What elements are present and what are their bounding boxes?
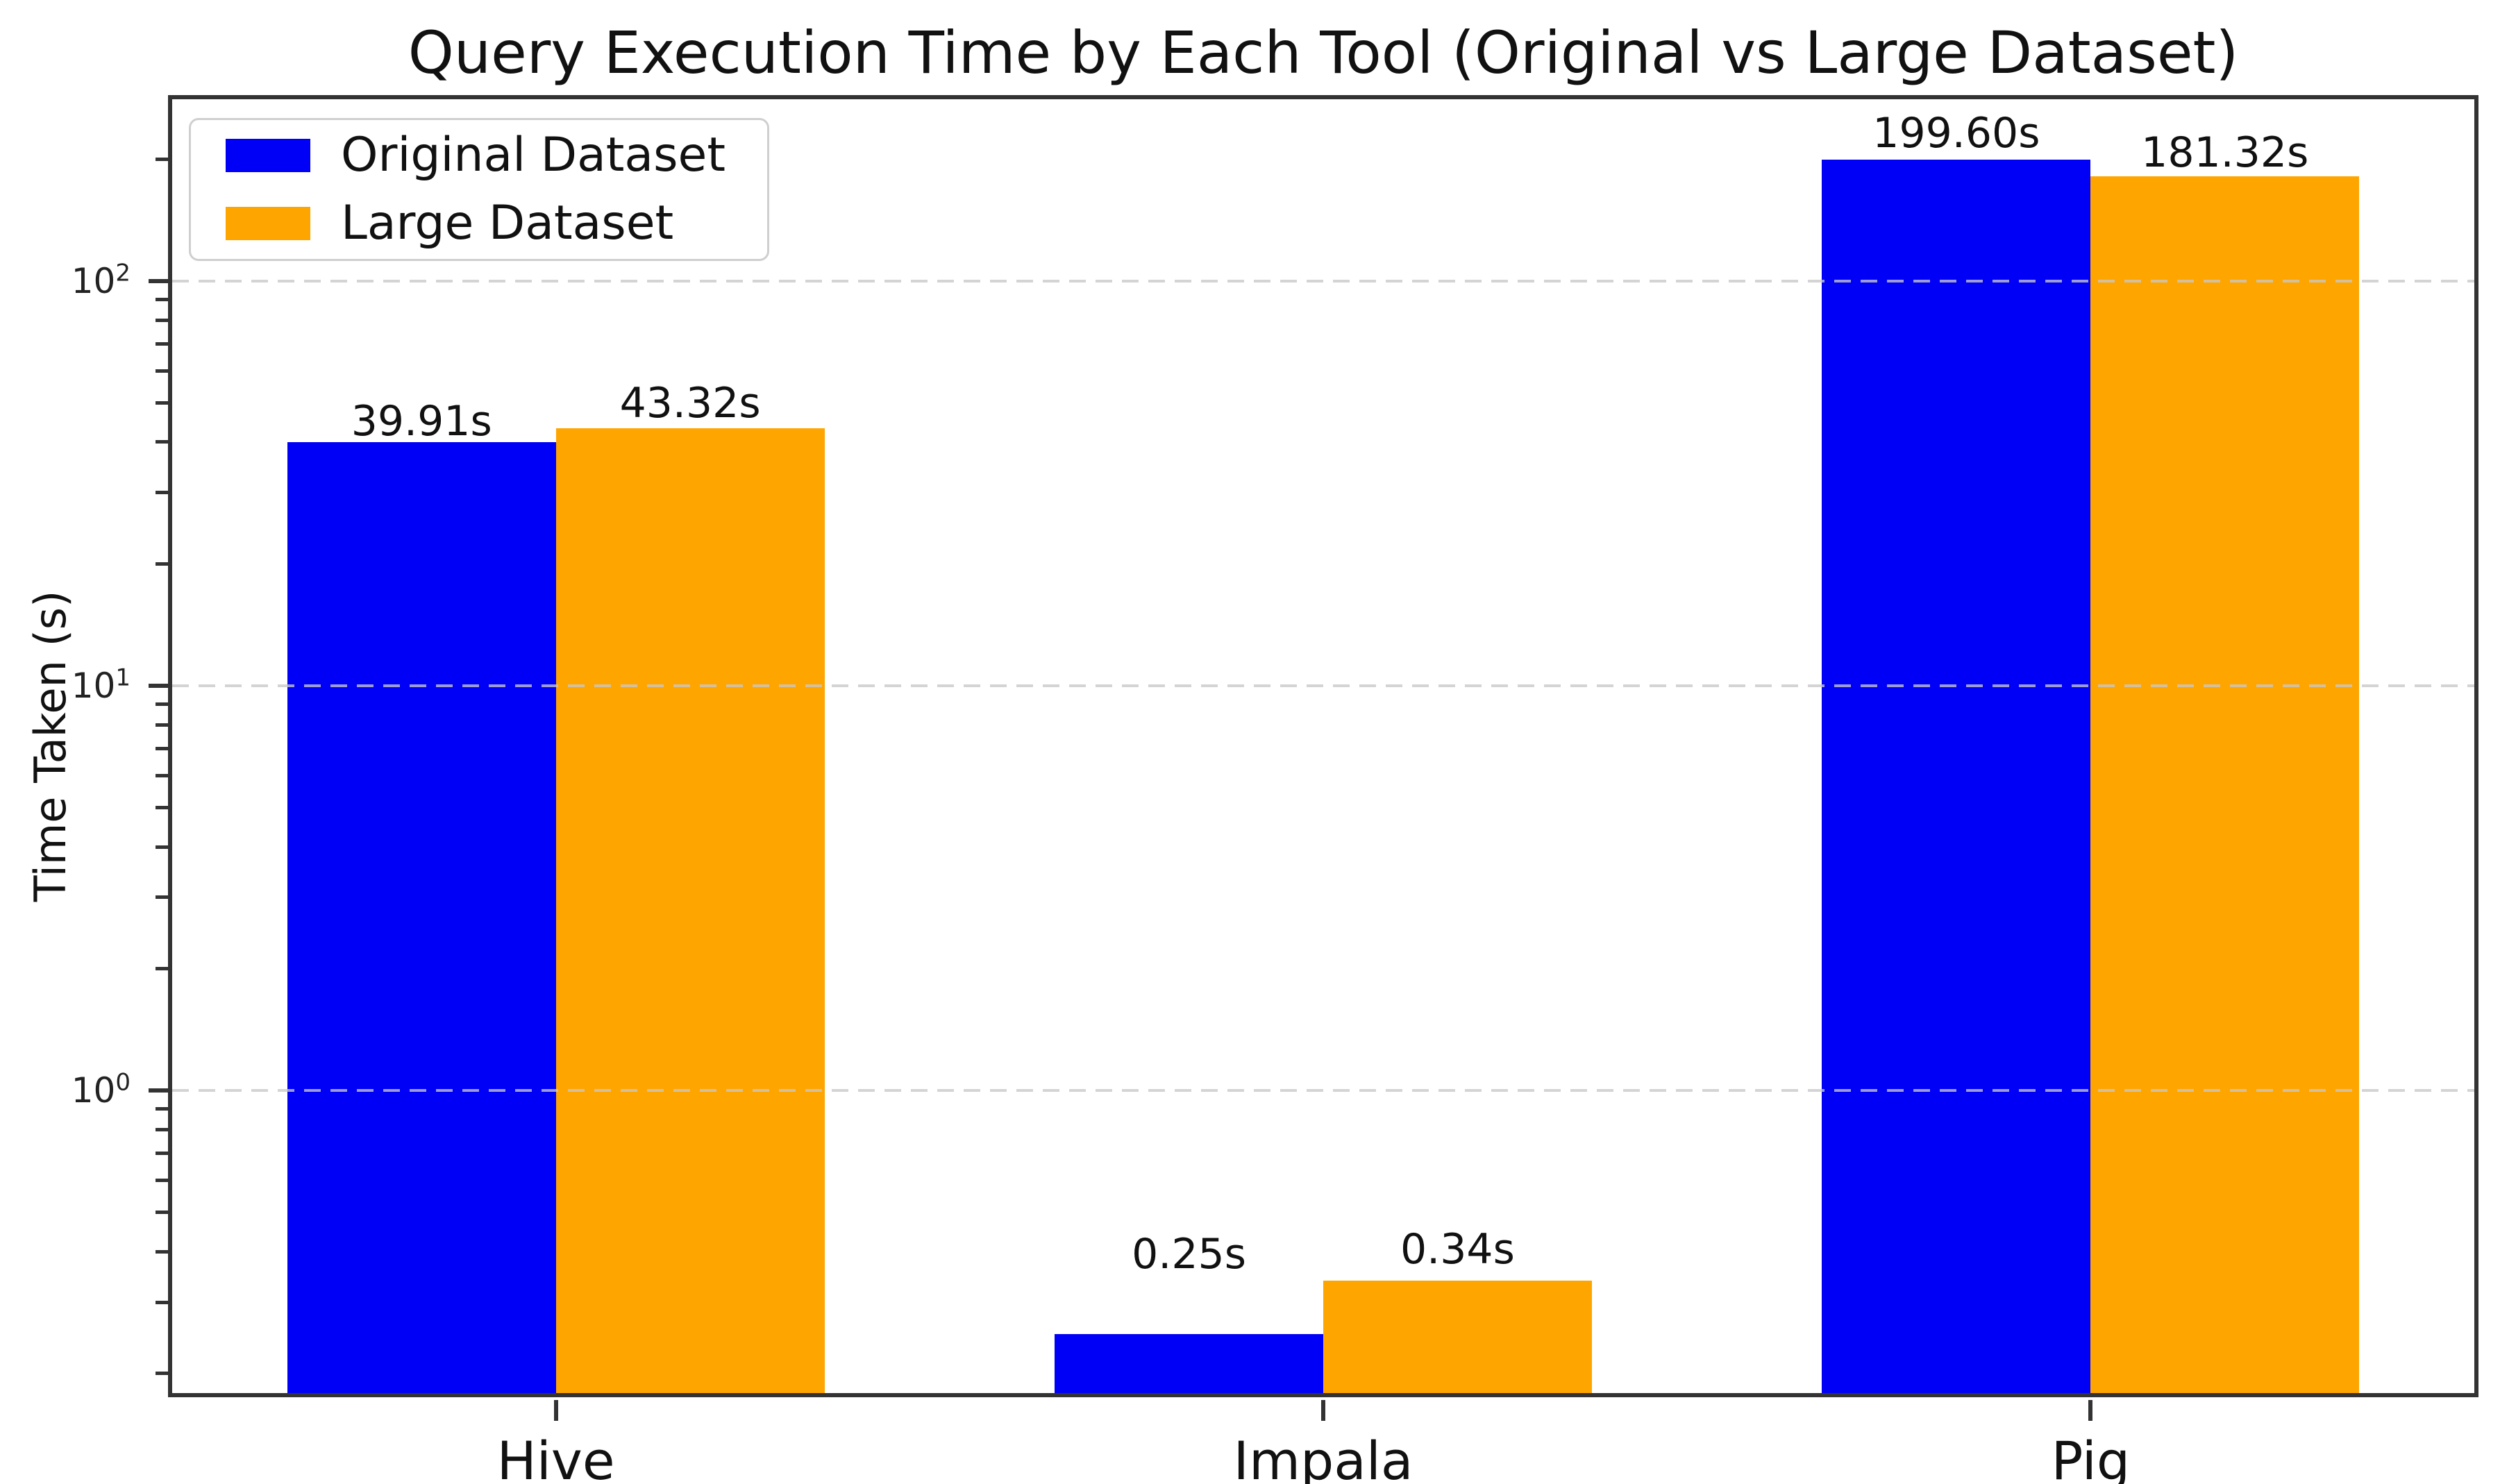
y-axis-label: Time Taken (s) bbox=[25, 590, 76, 902]
chart-title: Query Execution Time by Each Tool (Origi… bbox=[408, 19, 2239, 87]
y-minor-tick bbox=[156, 723, 168, 727]
plot-area: 100 101 102 39.91s 43.32s Hive 0.25s 0.34s Impal… bbox=[72, 95, 2478, 1484]
y-gridline bbox=[172, 1089, 2474, 1093]
legend-label: Original Dataset bbox=[341, 128, 725, 183]
y-minor-tick bbox=[156, 702, 168, 707]
y-minor-tick bbox=[156, 562, 168, 566]
legend-swatch-icon bbox=[226, 139, 310, 172]
y-minor-tick bbox=[156, 845, 168, 849]
x-tick bbox=[1321, 1400, 1325, 1421]
y-gridline bbox=[172, 684, 2474, 687]
y-minor-tick bbox=[156, 369, 168, 373]
x-tick-label-pig: Pig bbox=[2051, 1430, 2131, 1484]
bar-value-label: 181.32s bbox=[2141, 128, 2309, 177]
y-minor-tick bbox=[156, 1128, 168, 1132]
y-minor-tick bbox=[156, 297, 168, 301]
y-minor-tick bbox=[156, 746, 168, 750]
bar-hive-original bbox=[287, 442, 556, 1393]
bar-value-label: 0.34s bbox=[1400, 1224, 1515, 1274]
bar-value-label: 43.32s bbox=[619, 378, 761, 428]
y-minor-tick bbox=[156, 967, 168, 971]
x-tick bbox=[553, 1400, 558, 1421]
y-minor-tick bbox=[156, 895, 168, 900]
y-minor-tick bbox=[156, 400, 168, 405]
y-minor-tick bbox=[156, 1179, 168, 1183]
y-major-tick bbox=[149, 1088, 168, 1093]
legend-label: Large Dataset bbox=[341, 196, 674, 251]
y-minor-tick bbox=[156, 1372, 168, 1376]
x-tick-label-hive: Hive bbox=[496, 1430, 615, 1484]
bar-impala-original bbox=[1055, 1334, 1323, 1393]
y-minor-tick bbox=[156, 342, 168, 346]
y-minor-tick bbox=[156, 1249, 168, 1254]
legend-swatch-icon bbox=[226, 207, 310, 240]
y-minor-tick bbox=[156, 1107, 168, 1111]
y-tick-label: 102 bbox=[71, 259, 131, 301]
bar-pig-large bbox=[2090, 176, 2360, 1393]
y-minor-tick bbox=[156, 1152, 168, 1156]
y-minor-tick bbox=[156, 1211, 168, 1215]
bar-value-label: 39.91s bbox=[351, 397, 492, 446]
x-tick-label-impala: Impala bbox=[1233, 1430, 1413, 1484]
legend-item: Large Dataset bbox=[226, 200, 739, 247]
x-tick bbox=[2088, 1400, 2093, 1421]
y-minor-tick bbox=[156, 491, 168, 495]
y-minor-tick bbox=[156, 440, 168, 444]
bar-hive-large bbox=[555, 428, 825, 1393]
bar-value-label: 199.60s bbox=[1872, 108, 2040, 158]
y-minor-tick bbox=[156, 1300, 168, 1304]
y-major-tick bbox=[149, 683, 168, 688]
y-tick-label: 101 bbox=[71, 664, 131, 706]
legend-item: Original Dataset bbox=[226, 132, 739, 179]
legend: Original Dataset Large Dataset bbox=[189, 118, 769, 261]
y-gridline bbox=[172, 279, 2474, 283]
y-minor-tick bbox=[156, 318, 168, 322]
bar-impala-large bbox=[1323, 1280, 1592, 1393]
bar-pig-original bbox=[1822, 159, 2091, 1393]
y-major-tick bbox=[149, 278, 168, 283]
y-minor-tick bbox=[156, 773, 168, 777]
bar-value-label: 0.25s bbox=[1132, 1230, 1246, 1279]
y-minor-tick bbox=[156, 157, 168, 161]
y-minor-tick bbox=[156, 806, 168, 810]
y-tick-label: 100 bbox=[71, 1068, 131, 1111]
